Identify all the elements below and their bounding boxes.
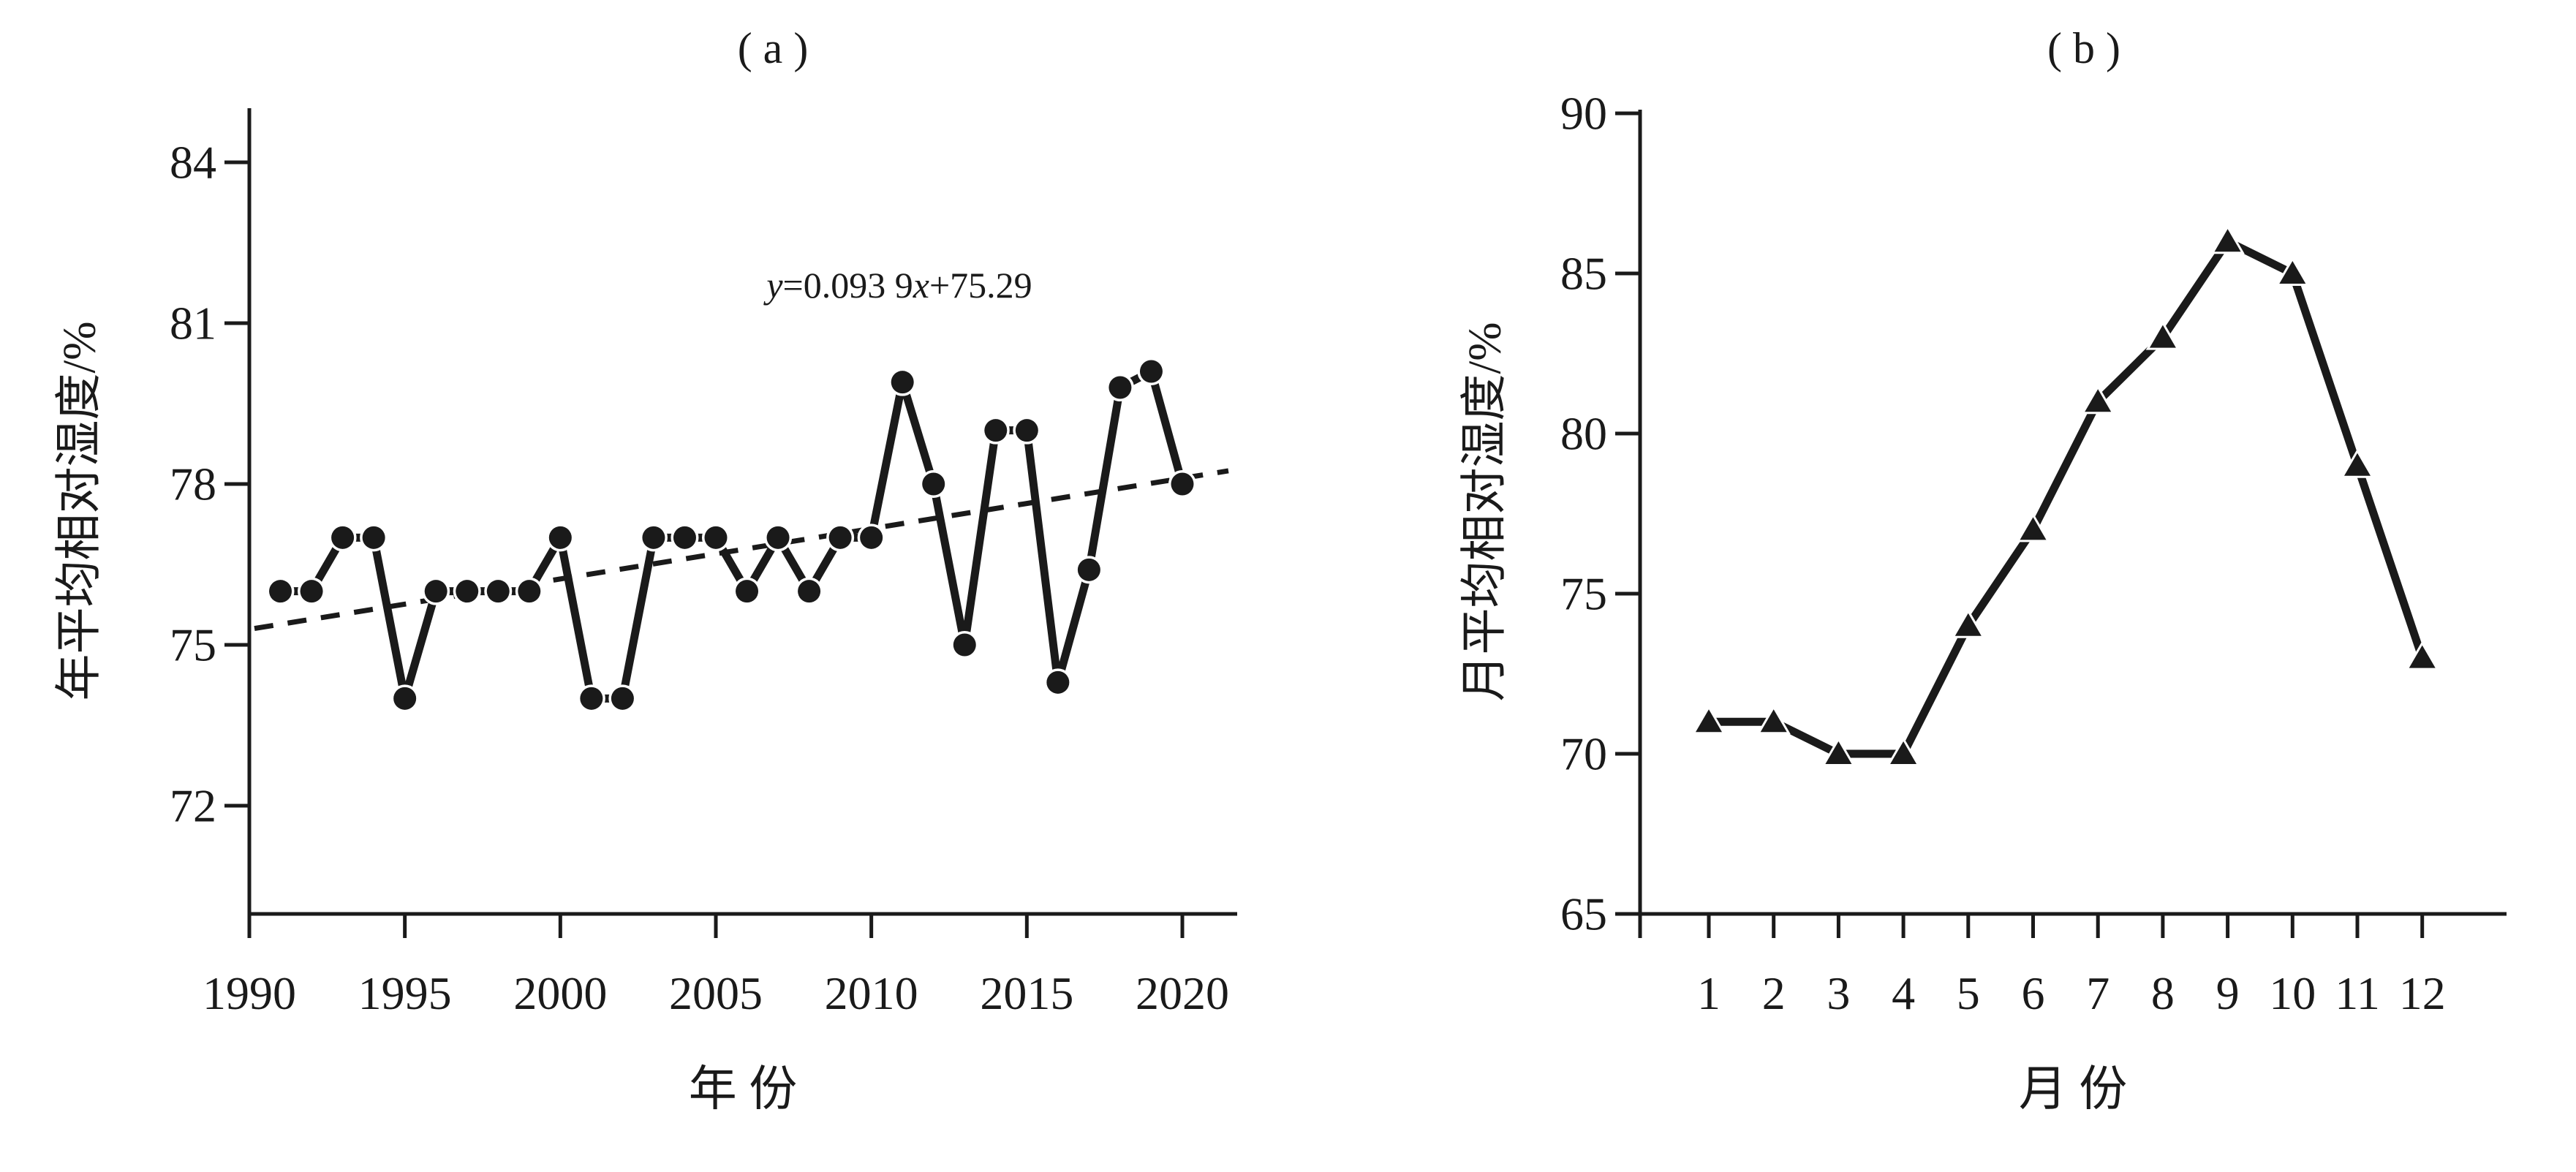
data-point-circle <box>701 523 730 552</box>
panel-a-title: ( a ) <box>738 24 809 72</box>
data-point-circle <box>1075 556 1103 584</box>
data-point-circle <box>795 577 823 605</box>
x-tick-label: 1990 <box>203 967 296 1019</box>
data-point-circle <box>1043 668 1072 697</box>
x-tick-label: 9 <box>2216 967 2240 1019</box>
y-tick-label: 75 <box>170 619 216 670</box>
data-point-triangle <box>1886 737 1921 766</box>
data-point-circle <box>981 416 1010 445</box>
y-tick-label: 80 <box>1560 408 1607 460</box>
trend-equation: y=0.093 9x+75.29 <box>763 265 1032 306</box>
data-point-circle <box>546 523 575 552</box>
x-tick-label: 11 <box>2335 967 2380 1019</box>
x-tick-label: 2010 <box>825 967 918 1019</box>
data-point-circle <box>360 523 388 552</box>
data-point-circle <box>1013 416 1041 445</box>
x-tick-label: 8 <box>2151 967 2175 1019</box>
x-tick-label: 2 <box>1762 967 1786 1019</box>
series-line <box>276 366 1187 703</box>
data-point-circle <box>1168 470 1196 498</box>
x-tick-label: 5 <box>1957 967 1980 1019</box>
panel-b-title: ( b ) <box>2047 24 2120 72</box>
y-tick-label: 65 <box>1560 888 1607 940</box>
data-point-triangle <box>2080 385 2115 415</box>
x-tick-label: 10 <box>2269 967 2316 1019</box>
data-point-triangle <box>1691 705 1726 735</box>
data-point-circle <box>577 684 605 713</box>
data-point-circle <box>951 630 979 659</box>
data-point-triangle <box>1821 737 1856 766</box>
data-point-circle <box>453 577 481 605</box>
x-tick-label: 2005 <box>669 967 763 1019</box>
data-point-triangle <box>2145 320 2180 350</box>
data-point-triangle <box>2275 257 2310 286</box>
x-tick-label: 2020 <box>1136 967 1229 1019</box>
data-point-circle <box>422 577 450 605</box>
data-point-triangle <box>2016 513 2050 542</box>
data-point-circle <box>298 577 326 605</box>
panel-a-trend-line <box>254 468 1229 632</box>
panel-b-x-axis-label: 月 份 <box>2019 1063 2128 1116</box>
panel-a-axes: 84 81 78 75 72 1990 1995 2000 2005 2010 2015 2020 <box>170 108 1237 1019</box>
data-point-triangle <box>2405 640 2439 670</box>
x-tick-label: 4 <box>1892 967 1915 1019</box>
data-point-triangle <box>1951 608 1986 638</box>
data-point-triangle <box>1756 705 1791 735</box>
data-point-circle <box>888 368 917 396</box>
data-point-triangle <box>2340 448 2375 478</box>
data-point-circle <box>733 577 761 605</box>
panel-b-series <box>1691 224 2439 766</box>
panel-a-series <box>266 358 1196 713</box>
panel-annual: 84 81 78 75 72 1990 1995 2000 2005 2010 2015 2020 (… <box>53 24 1237 1116</box>
y-tick-label: 78 <box>170 458 216 510</box>
x-tick-label: 1995 <box>358 967 452 1019</box>
y-tick-label: 70 <box>1560 728 1607 780</box>
data-point-circle <box>919 470 948 498</box>
data-point-circle <box>826 523 855 552</box>
data-point-circle <box>671 523 699 552</box>
data-point-circle <box>764 523 793 552</box>
data-point-circle <box>1106 374 1134 402</box>
data-point-circle <box>515 577 543 605</box>
panel-b-y-axis-label: 月平均相对湿度/% <box>1459 322 1511 701</box>
data-point-circle <box>390 684 419 713</box>
data-point-triangle <box>2210 224 2245 254</box>
x-tick-label: 12 <box>2399 967 2446 1019</box>
data-point-circle <box>857 523 885 552</box>
data-point-circle <box>608 684 637 713</box>
x-tick-label: 6 <box>2022 967 2045 1019</box>
data-point-circle <box>328 523 357 552</box>
y-tick-label: 85 <box>1560 248 1607 300</box>
y-tick-label: 81 <box>170 298 216 349</box>
data-point-circle <box>639 523 668 552</box>
x-tick-label: 2000 <box>513 967 607 1019</box>
y-tick-label: 84 <box>170 137 216 189</box>
data-point-circle <box>484 577 513 605</box>
series-line <box>1704 236 2427 758</box>
y-tick-label: 72 <box>170 779 216 831</box>
y-tick-label: 90 <box>1560 88 1607 140</box>
data-point-circle <box>1137 358 1166 386</box>
panel-a-y-axis-label: 年平均相对湿度/% <box>53 321 105 700</box>
x-tick-label: 3 <box>1827 967 1850 1019</box>
x-tick-label: 7 <box>2086 967 2109 1019</box>
panel-a-x-axis-label: 年 份 <box>689 1063 798 1116</box>
x-tick-label: 1 <box>1697 967 1721 1019</box>
x-tick-label: 2015 <box>980 967 1073 1019</box>
data-point-circle <box>266 577 295 605</box>
y-tick-label: 75 <box>1560 568 1607 620</box>
trend-dashed-line <box>254 468 1229 632</box>
